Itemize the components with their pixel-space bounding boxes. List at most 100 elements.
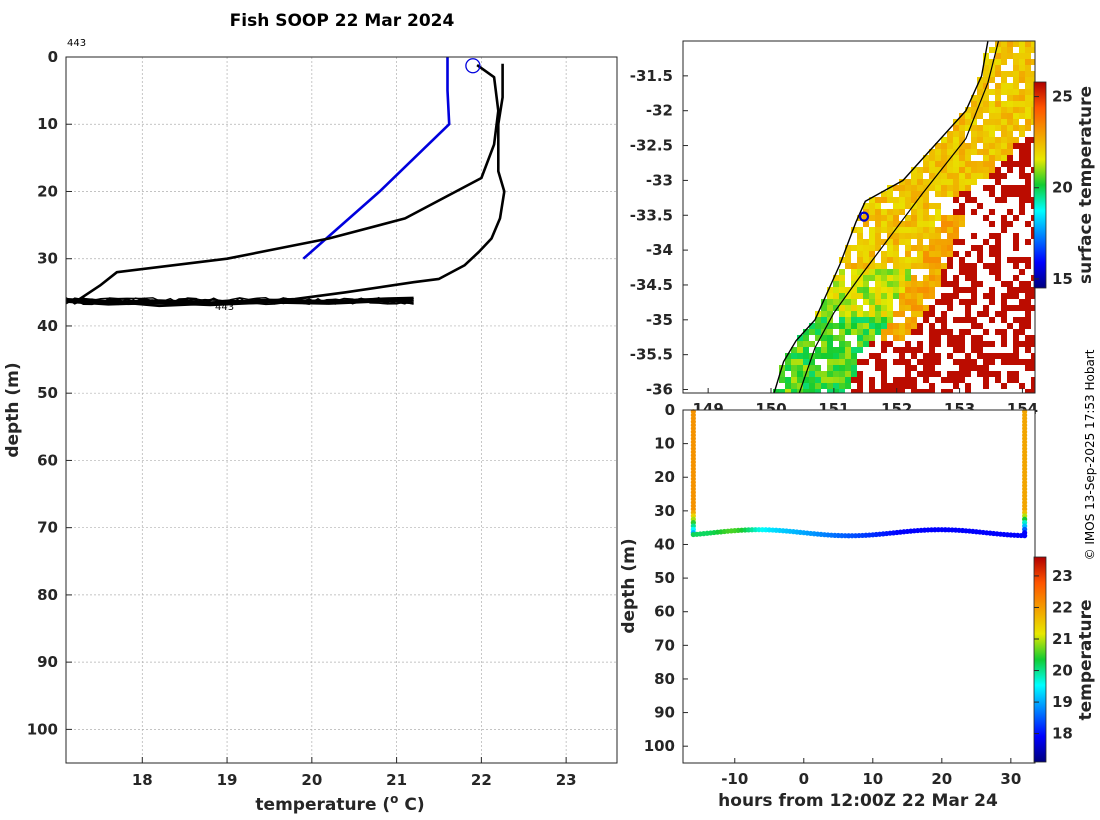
sst-cell bbox=[827, 299, 833, 305]
sst-cell bbox=[899, 287, 905, 293]
sst-cell bbox=[899, 221, 905, 227]
sst-cell bbox=[1001, 221, 1007, 227]
profile-xtick-label: 18 bbox=[132, 771, 153, 789]
sst-cell bbox=[833, 377, 839, 383]
sst-cell bbox=[1013, 41, 1019, 47]
sst-cell bbox=[833, 323, 839, 329]
sst-cell bbox=[857, 275, 863, 281]
sst-cell bbox=[791, 359, 797, 365]
sst-cell bbox=[1001, 305, 1007, 311]
sst-cell bbox=[959, 209, 965, 215]
sst-cell bbox=[923, 257, 929, 263]
sst-cell bbox=[881, 257, 887, 263]
sst-cell bbox=[911, 329, 917, 335]
sst-cell bbox=[893, 383, 899, 389]
sst-cell bbox=[905, 233, 911, 239]
sst-cell bbox=[947, 131, 953, 137]
sst-cell bbox=[1031, 353, 1035, 359]
sst-cell bbox=[803, 329, 809, 335]
sst-cell bbox=[929, 323, 935, 329]
sst-cell bbox=[821, 299, 827, 305]
sst-cell bbox=[953, 155, 959, 161]
sst-cell bbox=[863, 263, 869, 269]
sst-cell bbox=[983, 371, 989, 377]
sst-cell bbox=[1001, 335, 1007, 341]
sst-cell bbox=[1031, 203, 1035, 209]
sst-cell bbox=[899, 305, 905, 311]
sst-cell bbox=[935, 251, 941, 257]
sst-cell bbox=[899, 293, 905, 299]
sst-cell bbox=[929, 239, 935, 245]
sst-cell bbox=[929, 245, 935, 251]
sst-cell bbox=[935, 239, 941, 245]
sst-cell bbox=[983, 239, 989, 245]
sst-cell bbox=[851, 353, 857, 359]
sst-cell bbox=[995, 239, 1001, 245]
sst-cell bbox=[983, 185, 989, 191]
sst-cell bbox=[917, 323, 923, 329]
sst-cell bbox=[965, 107, 971, 113]
sst-cell bbox=[857, 311, 863, 317]
sst-cell bbox=[803, 341, 809, 347]
profile-xtick-label: 21 bbox=[386, 771, 407, 789]
sst-cell bbox=[1001, 215, 1007, 221]
sst-cell bbox=[1013, 65, 1019, 71]
sst-cell bbox=[845, 317, 851, 323]
sst-cell bbox=[989, 167, 995, 173]
sst-cell bbox=[983, 311, 989, 317]
sst-cell bbox=[923, 185, 929, 191]
sst-cell bbox=[899, 359, 905, 365]
sst-cell bbox=[983, 263, 989, 269]
sst-cell bbox=[893, 185, 899, 191]
sst-cell bbox=[953, 137, 959, 143]
sst-cell bbox=[971, 359, 977, 365]
sst-cell bbox=[989, 293, 995, 299]
sst-cell bbox=[971, 275, 977, 281]
sst-cell bbox=[1013, 53, 1019, 59]
sst-cell bbox=[839, 323, 845, 329]
sst-cell bbox=[941, 245, 947, 251]
sst-cell bbox=[995, 119, 1001, 125]
sst-cell bbox=[881, 287, 887, 293]
sst-cell bbox=[965, 317, 971, 323]
sst-cell bbox=[1019, 383, 1025, 389]
sst-cell bbox=[977, 203, 983, 209]
sst-cell bbox=[785, 389, 791, 393]
sst-cell bbox=[917, 371, 923, 377]
sst-cell bbox=[893, 257, 899, 263]
sst-cell bbox=[875, 275, 881, 281]
sst-cell bbox=[971, 233, 977, 239]
sst-cell bbox=[857, 329, 863, 335]
sst-cell bbox=[971, 347, 977, 353]
sst-cell bbox=[989, 89, 995, 95]
sst-cell bbox=[971, 197, 977, 203]
sst-cell bbox=[971, 101, 977, 107]
sst-cell bbox=[989, 353, 995, 359]
sst-cell bbox=[935, 359, 941, 365]
sst-cell bbox=[1007, 137, 1013, 143]
sst-cell bbox=[1001, 155, 1007, 161]
sst-cell bbox=[929, 257, 935, 263]
sst-cell bbox=[899, 203, 905, 209]
sst-cell bbox=[1031, 233, 1035, 239]
sst-cell bbox=[953, 161, 959, 167]
time-depth-xtick-label: 0 bbox=[799, 770, 809, 788]
sst-cell bbox=[887, 305, 893, 311]
sst-cell bbox=[929, 215, 935, 221]
sst-cell bbox=[983, 53, 989, 59]
imos-credit: © IMOS 13-Sep-2025 17:53 Hobart bbox=[1083, 349, 1097, 560]
sst-cell bbox=[869, 239, 875, 245]
sst-cell bbox=[815, 347, 821, 353]
sst-cell bbox=[833, 275, 839, 281]
sst-cell bbox=[995, 149, 1001, 155]
sst-cell bbox=[839, 353, 845, 359]
sst-cell bbox=[941, 311, 947, 317]
sst-cell bbox=[1001, 329, 1007, 335]
sst-cell bbox=[809, 323, 815, 329]
sst-cell bbox=[935, 149, 941, 155]
sst-cell bbox=[923, 305, 929, 311]
sst-cell bbox=[965, 161, 971, 167]
sst-cell bbox=[899, 383, 905, 389]
sst-cell bbox=[887, 239, 893, 245]
sst-cell bbox=[917, 281, 923, 287]
